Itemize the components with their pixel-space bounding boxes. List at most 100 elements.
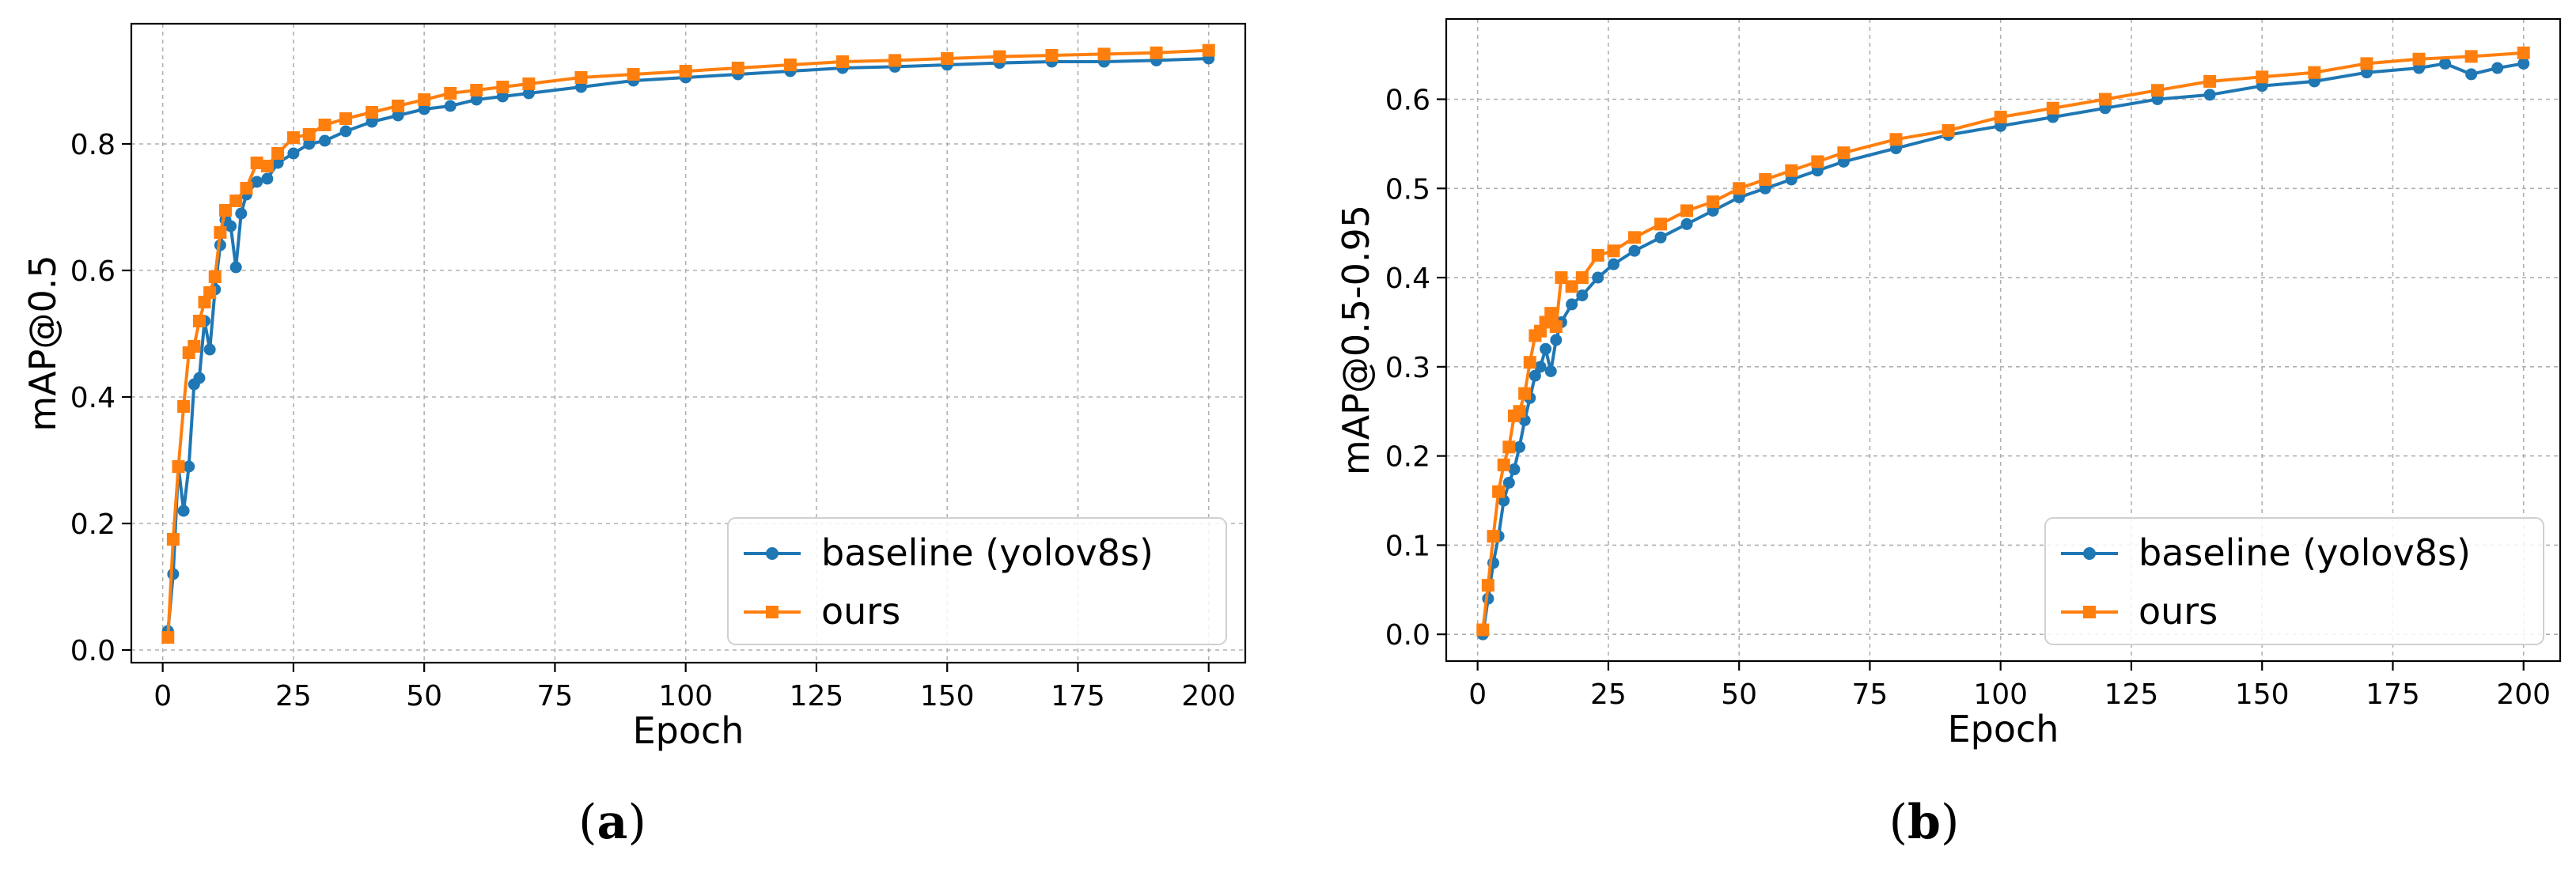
data-point xyxy=(1733,182,1746,195)
legend: baseline (yolov8s) ours xyxy=(2044,517,2544,645)
data-point xyxy=(1497,458,1510,471)
data-point xyxy=(522,87,535,100)
y-tick-label: 0.0 xyxy=(70,635,116,667)
data-point xyxy=(167,568,180,580)
y-tick-label: 0.0 xyxy=(1385,619,1430,652)
y-tick-label: 0.8 xyxy=(70,129,116,161)
data-point xyxy=(1550,334,1563,346)
data-point xyxy=(271,157,284,169)
data-point xyxy=(418,103,430,115)
grid-a xyxy=(131,24,1245,663)
data-point xyxy=(319,134,331,147)
data-point xyxy=(1481,579,1494,592)
y-tick-label: 0.4 xyxy=(1385,263,1430,295)
data-point xyxy=(1576,289,1589,302)
legend-label: ours xyxy=(2138,590,2218,633)
x-tick-label: 150 xyxy=(920,680,975,712)
y-tick-label: 0.2 xyxy=(1385,441,1430,474)
data-point xyxy=(1592,271,1604,284)
data-point xyxy=(1202,43,1215,57)
data-point xyxy=(679,65,692,77)
data-point xyxy=(192,315,206,327)
data-point xyxy=(203,343,216,356)
data-point xyxy=(1549,320,1563,334)
data-point xyxy=(1492,485,1506,498)
series-ours xyxy=(161,43,1215,644)
data-point xyxy=(1523,356,1536,369)
y-tick-label: 0.6 xyxy=(1385,85,1430,117)
data-point xyxy=(339,112,353,125)
data-point xyxy=(2256,70,2269,84)
y-tick-label: 0.1 xyxy=(1385,530,1430,562)
data-point xyxy=(1566,298,1578,311)
data-point xyxy=(418,93,431,106)
panel-label-b: (b) xyxy=(1889,795,1960,850)
data-point xyxy=(392,100,405,112)
data-point xyxy=(731,62,744,74)
data-point xyxy=(1097,47,1111,61)
data-point xyxy=(392,109,404,122)
data-point xyxy=(271,147,285,160)
x-tick-label: 150 xyxy=(2235,678,2290,711)
data-point xyxy=(496,90,509,103)
data-point xyxy=(1654,231,1667,244)
data-point xyxy=(1508,463,1521,476)
data-point xyxy=(225,220,237,232)
x-axis-title: Epoch xyxy=(633,709,744,752)
data-point xyxy=(1555,271,1568,285)
y-tick-label: 0.5 xyxy=(1385,173,1430,206)
data-point xyxy=(208,270,222,283)
x-tick-label: 100 xyxy=(1973,678,2028,711)
data-point xyxy=(188,340,201,353)
data-point xyxy=(366,106,379,119)
data-point xyxy=(1529,369,1541,382)
data-point xyxy=(287,147,300,160)
y-axis-title: mAP@0.5 xyxy=(21,255,64,431)
data-point xyxy=(470,84,483,96)
x-tick-label: 25 xyxy=(275,680,312,712)
legend: baseline (yolov8s) ours xyxy=(727,517,1227,645)
data-point xyxy=(1544,365,1557,377)
data-point xyxy=(496,81,510,93)
data-point xyxy=(2360,57,2373,70)
data-point xyxy=(1518,387,1532,400)
chart-a: 0 25 50 75 100 125 150 175 200 0.0 0.2 0.4 0.6 0.8 Epo… xyxy=(21,22,1247,752)
data-point xyxy=(1707,195,1720,209)
data-point xyxy=(1575,271,1589,285)
x-tick-label: 125 xyxy=(2104,678,2159,711)
series-ours xyxy=(1476,46,2530,637)
data-point xyxy=(2439,57,2452,70)
data-point xyxy=(444,87,457,100)
x-tick-label: 175 xyxy=(2366,678,2420,711)
data-point xyxy=(993,50,1006,63)
data-point xyxy=(1487,530,1500,543)
data-point xyxy=(1941,123,1955,137)
data-point xyxy=(318,119,331,131)
data-point xyxy=(2491,62,2504,74)
data-point xyxy=(1534,361,1547,373)
data-point xyxy=(261,172,274,185)
panel-label-a: (a) xyxy=(578,795,646,850)
data-point xyxy=(177,505,190,517)
data-point xyxy=(229,195,243,207)
data-point xyxy=(203,286,217,299)
plot-frame xyxy=(130,22,1247,664)
x-tick-label: 50 xyxy=(406,680,442,712)
data-point xyxy=(1837,146,1851,160)
x-tick-label: 100 xyxy=(658,680,713,712)
data-point xyxy=(302,128,316,141)
data-point xyxy=(161,631,175,644)
legend-marker xyxy=(766,606,778,618)
data-point xyxy=(1628,244,1641,257)
data-point xyxy=(166,533,180,546)
data-point xyxy=(1607,244,1620,258)
legend-label: ours xyxy=(821,590,900,633)
data-point xyxy=(1680,217,1693,230)
data-point xyxy=(574,81,587,93)
x-tick-label: 200 xyxy=(2496,678,2551,711)
data-point xyxy=(1591,248,1604,262)
data-point xyxy=(303,138,316,150)
y-tick-label: 0.3 xyxy=(1385,352,1430,384)
data-point xyxy=(1502,440,1516,454)
